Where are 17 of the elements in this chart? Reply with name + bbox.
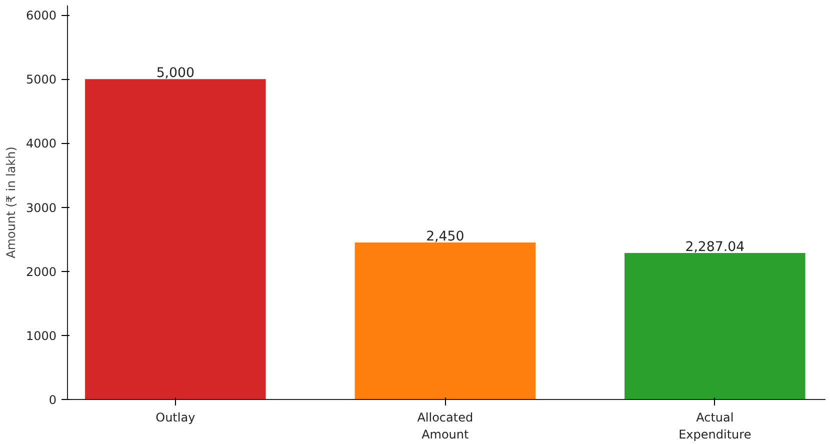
x-tick-label: Allocated Amount bbox=[417, 410, 474, 442]
data-label: 2,287.04 bbox=[685, 240, 745, 255]
y-tick-label: 1000 bbox=[26, 328, 57, 343]
y-tick-label: 6000 bbox=[26, 8, 57, 23]
data-label: 2,450 bbox=[426, 230, 464, 245]
y-axis-title: Amount (₹ in lakh) bbox=[4, 146, 18, 258]
y-tick-label: 5000 bbox=[26, 72, 57, 87]
y-tick-label: 3000 bbox=[26, 200, 57, 215]
bar bbox=[624, 252, 806, 400]
x-tick-label: Actual Expenditure bbox=[678, 410, 752, 442]
bar bbox=[85, 79, 266, 400]
x-tick-label: Outlay bbox=[156, 410, 196, 424]
y-tick-label: 4000 bbox=[26, 136, 57, 151]
y-tick-label: 2000 bbox=[26, 264, 57, 279]
bar bbox=[354, 242, 536, 400]
data-label: 5,000 bbox=[156, 66, 194, 82]
y-tick-label: 0 bbox=[48, 393, 57, 407]
